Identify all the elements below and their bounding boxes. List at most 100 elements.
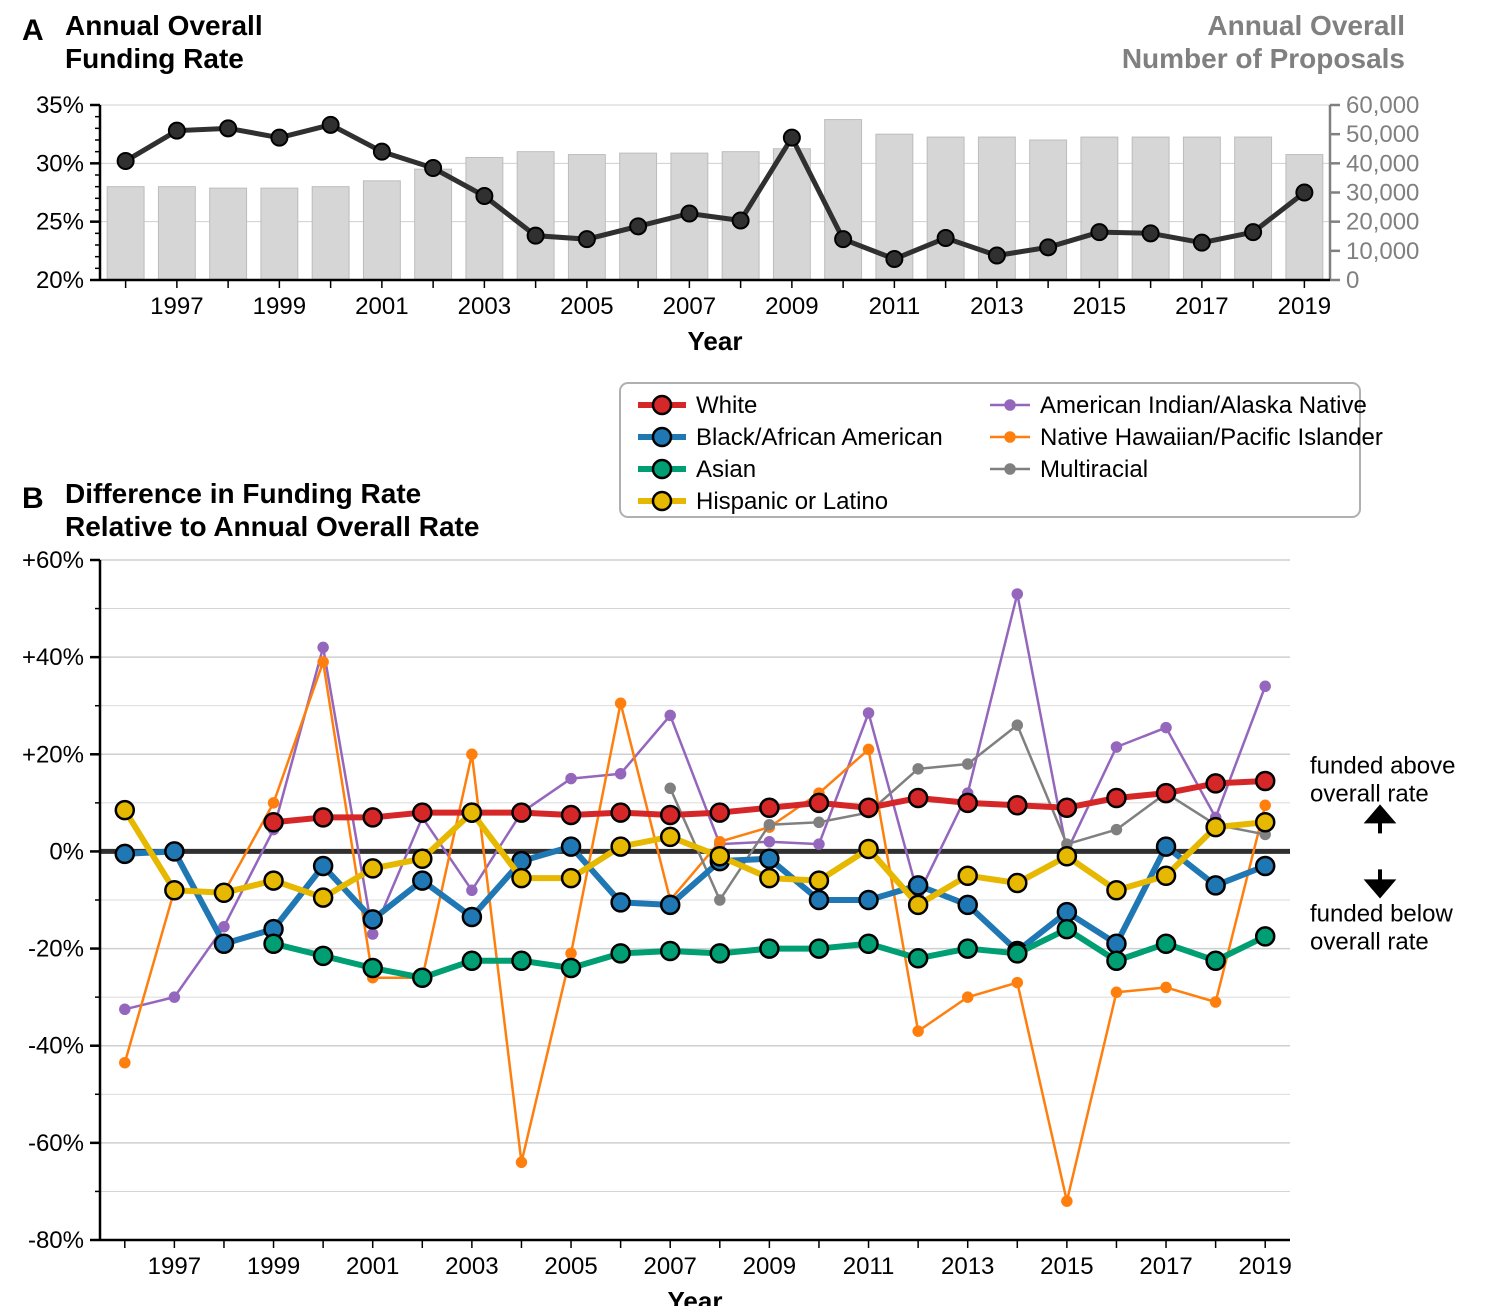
panel-a-marker (1091, 224, 1107, 240)
panel-a-xtick: 2005 (560, 293, 613, 320)
series-marker (1107, 952, 1125, 970)
panel-a-marker (1194, 235, 1210, 251)
panel-a-marker (938, 230, 954, 246)
panel-a-bar (107, 187, 144, 280)
panel-a-xtick: 1997 (150, 293, 203, 320)
legend-label: Hispanic or Latino (696, 488, 888, 515)
series-marker (1062, 1196, 1072, 1206)
panel-b-xtick: 2015 (1040, 1253, 1093, 1280)
panel-a-marker (220, 120, 236, 136)
series-marker (612, 838, 630, 856)
panel-a-xtick: 2003 (458, 293, 511, 320)
series-marker (318, 657, 328, 667)
panel-a-bar (927, 137, 964, 280)
series-marker (1008, 874, 1026, 892)
series-marker (661, 942, 679, 960)
panel-a-marker (733, 213, 749, 229)
panel-a-ytick-right: 20,000 (1346, 209, 1419, 236)
series-marker (562, 806, 580, 824)
panel-a-ytick-right: 60,000 (1346, 92, 1419, 119)
series-marker (364, 808, 382, 826)
panel-a-bar (261, 188, 298, 280)
panel-b-xtick: 2005 (544, 1253, 597, 1280)
panel-a-bar (825, 120, 862, 280)
arrow-up-icon (1368, 807, 1392, 833)
panel-b-title-2: Relative to Annual Overall Rate (65, 511, 479, 542)
panel-a-xtick: 2001 (355, 293, 408, 320)
series-marker (566, 774, 576, 784)
series-marker (909, 789, 927, 807)
series-marker (715, 895, 725, 905)
series-marker (616, 698, 626, 708)
series-marker (715, 837, 725, 847)
panel-b-title-1: Difference in Funding Rate (65, 478, 421, 509)
panel-a-xtick: 1999 (253, 293, 306, 320)
panel-b-xtick: 1997 (148, 1253, 201, 1280)
panel-a-marker (784, 130, 800, 146)
series-marker (413, 969, 431, 987)
series-marker (1207, 774, 1225, 792)
series-marker (711, 944, 729, 962)
series-marker (1256, 813, 1274, 831)
series-marker (314, 808, 332, 826)
panel-a-marker (169, 123, 185, 139)
series-marker (1157, 867, 1175, 885)
panel-a-marker (989, 248, 1005, 264)
series-marker (413, 850, 431, 868)
series-marker (1111, 742, 1121, 752)
panel-a-ytick-right: 30,000 (1346, 180, 1419, 207)
series-marker (1111, 987, 1121, 997)
panel-a-bar (517, 152, 554, 280)
panel-b-xlabel: Year (668, 1286, 723, 1306)
panel-a-xtick: 2009 (765, 293, 818, 320)
series-marker (959, 940, 977, 958)
panel-a-bar (415, 169, 452, 280)
panel-a-ytick-left: 25% (36, 209, 84, 236)
panel-a-xlabel: Year (688, 326, 743, 356)
series-line (125, 810, 1265, 905)
series-marker (1058, 920, 1076, 938)
series-marker (860, 840, 878, 858)
series-marker (562, 959, 580, 977)
series-marker (562, 838, 580, 856)
panel-b-xtick: 2017 (1139, 1253, 1192, 1280)
panel-a-marker (374, 144, 390, 160)
legend-label: Black/African American (696, 424, 943, 451)
series-marker (364, 859, 382, 877)
series-marker (1161, 982, 1171, 992)
series-marker (612, 804, 630, 822)
legend-label: Asian (696, 456, 756, 483)
series-marker (860, 799, 878, 817)
panel-b-ytick: +40% (22, 644, 84, 671)
series-marker (760, 850, 778, 868)
panel-a-marker (681, 206, 697, 222)
panel-b-label: B (22, 482, 44, 515)
panel-a-marker (118, 153, 134, 169)
series-marker (616, 769, 626, 779)
panel-a-marker (886, 251, 902, 267)
arrow-down-icon (1368, 869, 1392, 895)
panel-a: AAnnual OverallFunding RateAnnual Overal… (22, 10, 1419, 356)
series-marker (661, 896, 679, 914)
series-marker (711, 804, 729, 822)
series-marker (314, 857, 332, 875)
series-marker (959, 794, 977, 812)
panel-b-ytick: +60% (22, 547, 84, 574)
panel-a-marker (579, 231, 595, 247)
series-marker (1157, 935, 1175, 953)
series-marker (215, 935, 233, 953)
series-marker (463, 804, 481, 822)
panel-a-marker (476, 188, 492, 204)
series-marker (1256, 772, 1274, 790)
panel-b-ytick: -60% (28, 1130, 84, 1157)
panel-b-ytick: -20% (28, 936, 84, 963)
panel-a-marker (528, 228, 544, 244)
legend-label: White (696, 392, 757, 419)
series-marker (1161, 723, 1171, 733)
series-marker (1012, 589, 1022, 599)
panel-a-bar (620, 153, 657, 280)
series-marker (760, 799, 778, 817)
panel-b-ytick: -40% (28, 1033, 84, 1060)
series-marker (1058, 847, 1076, 865)
series-marker (864, 744, 874, 754)
